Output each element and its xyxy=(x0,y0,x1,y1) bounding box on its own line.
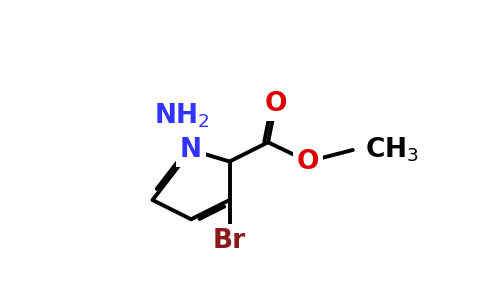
Text: O: O xyxy=(297,148,319,175)
Text: CH$_3$: CH$_3$ xyxy=(365,136,419,164)
Text: O: O xyxy=(265,91,287,117)
Text: N: N xyxy=(180,137,202,163)
Text: Br: Br xyxy=(213,228,246,254)
Text: NH$_2$: NH$_2$ xyxy=(154,101,210,130)
